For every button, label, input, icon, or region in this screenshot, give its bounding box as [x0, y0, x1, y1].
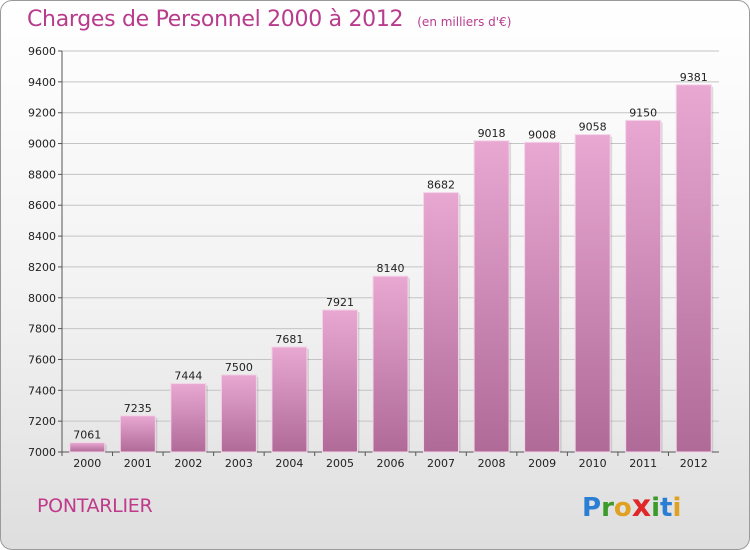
x-tick-label: 2003: [225, 457, 253, 470]
bar-2002: [170, 383, 207, 453]
data-label: 7444: [174, 370, 202, 383]
data-label: 9008: [528, 128, 556, 141]
bar-2005: [321, 309, 358, 453]
bar-2003: [220, 374, 257, 453]
y-tick-label: 9000: [28, 138, 56, 151]
y-tick-label: 8400: [28, 230, 56, 243]
x-tick-label: 2007: [427, 457, 455, 470]
data-label: 7061: [73, 429, 101, 442]
data-label: 8140: [377, 262, 405, 275]
y-axis: 7000 7200 7400 7600 7800 8000 8200 8400 8600 8800…: [28, 45, 719, 459]
data-label: 9381: [680, 71, 708, 84]
y-tick-label: 7000: [28, 446, 56, 459]
y-tick-label: 8000: [28, 292, 56, 305]
x-axis: 2000 2001 2002 2003 2004 2005 2006 2007 2008 2009…: [61, 452, 708, 470]
data-label: 9058: [579, 121, 607, 134]
bar-2009: [524, 141, 561, 453]
data-label: 7235: [124, 402, 152, 415]
chart-title-text: Charges de Personnel 2000 à 2012: [27, 7, 404, 32]
logo-letter: i: [651, 493, 661, 523]
x-tick-label: 2012: [680, 457, 708, 470]
y-tick-label: 8200: [28, 261, 56, 274]
y-tick-label: 7600: [28, 353, 56, 366]
bar-2000: [69, 442, 106, 453]
y-tick-label: 9400: [28, 76, 56, 89]
data-label: 8682: [427, 179, 455, 192]
city-name: PONTARLIER: [37, 495, 153, 517]
data-label: 9150: [629, 106, 657, 119]
y-tick-label: 8800: [28, 168, 56, 181]
x-tick-label: 2011: [629, 457, 657, 470]
logo-letter: P: [582, 493, 602, 523]
y-tick-label: 7800: [28, 323, 56, 336]
bar-2010: [574, 134, 611, 453]
y-tick-label: 7400: [28, 384, 56, 397]
bar-2007: [423, 192, 460, 453]
y-tick-label: 8600: [28, 199, 56, 212]
x-tick-label: 2008: [478, 457, 506, 470]
y-tick-label: 9200: [28, 107, 56, 120]
data-label: 7921: [326, 296, 354, 309]
logo-letter: r: [601, 493, 614, 523]
bar-2001: [119, 415, 156, 453]
logo-letter: o: [613, 493, 632, 523]
chart-subtitle: (en milliers d'€): [417, 15, 512, 29]
bar-2012: [675, 84, 712, 453]
x-tick-label: 2004: [275, 457, 303, 470]
chart-title: Charges de Personnel 2000 à 2012 (en mill…: [27, 7, 511, 32]
y-tick-label: 7200: [28, 415, 56, 428]
data-label: 7500: [225, 361, 253, 374]
x-tick-label: 2009: [528, 457, 556, 470]
x-tick-label: 2000: [73, 457, 101, 470]
bar-2006: [372, 275, 409, 453]
logo-letter: t: [660, 493, 673, 523]
bar-2008: [473, 140, 510, 453]
y-tick-label: 9600: [28, 45, 56, 58]
logo-letter: x: [631, 489, 652, 524]
bars: 7061 7235 7444 7500 7681 7921 8140 8682 9018 9008…: [69, 71, 714, 453]
data-label: 7681: [275, 333, 303, 346]
x-tick-label: 2001: [124, 457, 152, 470]
bar-2004: [271, 346, 308, 453]
proxiti-logo[interactable]: Proxiti: [582, 489, 681, 524]
logo-letter: i: [672, 493, 682, 523]
x-tick-label: 2002: [174, 457, 202, 470]
x-tick-label: 2005: [326, 457, 354, 470]
x-tick-label: 2006: [377, 457, 405, 470]
data-label: 9018: [478, 127, 506, 140]
x-tick-label: 2010: [579, 457, 607, 470]
bar-2011: [625, 119, 662, 453]
